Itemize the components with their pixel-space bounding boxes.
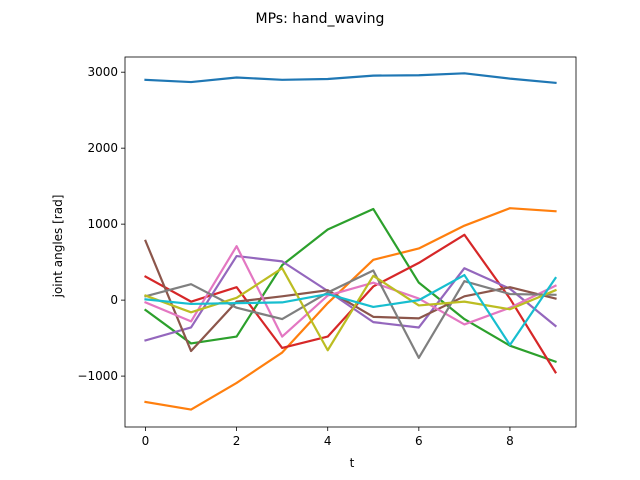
y-tick-label: −1000 xyxy=(77,369,118,383)
y-tick-label: 0 xyxy=(110,293,118,307)
x-axis: 0 2 4 6 8 xyxy=(142,427,514,448)
x-tick-label: 8 xyxy=(506,434,514,448)
x-tick-label: 6 xyxy=(415,434,423,448)
series-line-9 xyxy=(144,267,557,352)
series-line-6 xyxy=(144,239,557,353)
series-line-7 xyxy=(144,245,557,338)
y-tick-label: 3000 xyxy=(87,65,118,79)
series-line-1 xyxy=(144,72,557,85)
x-axis-label: t xyxy=(350,456,355,470)
plot-area xyxy=(124,56,577,428)
series-line-10 xyxy=(144,273,558,347)
y-axis-label: joint angles [rad] xyxy=(51,195,65,299)
series-line-5 xyxy=(144,254,558,342)
chart-title: MPs: hand_waving xyxy=(256,11,385,27)
series-line-2 xyxy=(144,207,557,411)
y-tick-label: 1000 xyxy=(87,217,118,231)
x-tick-label: 0 xyxy=(142,434,150,448)
plot-frame xyxy=(124,56,577,428)
series-line-3 xyxy=(143,207,557,364)
series-line-8 xyxy=(144,269,557,359)
y-tick-label: 2000 xyxy=(87,141,118,155)
y-axis: −1000 0 1000 2000 3000 xyxy=(77,65,125,383)
x-tick-label: 4 xyxy=(324,434,332,448)
x-tick-label: 2 xyxy=(233,434,241,448)
